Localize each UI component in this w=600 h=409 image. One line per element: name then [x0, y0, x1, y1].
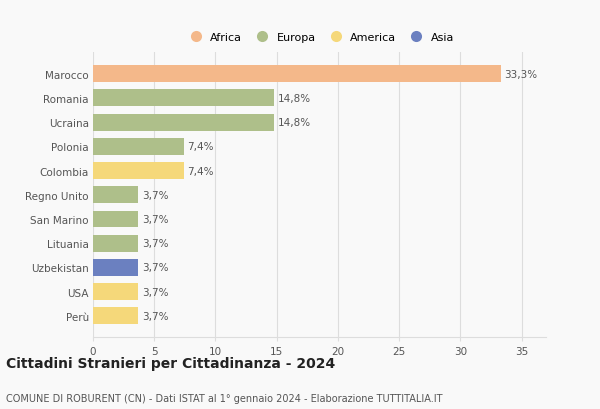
- Bar: [93, 163, 184, 180]
- Bar: [93, 211, 139, 228]
- Bar: [93, 139, 184, 155]
- Bar: [93, 115, 274, 131]
- Text: 3,7%: 3,7%: [142, 311, 169, 321]
- Text: 7,4%: 7,4%: [187, 166, 214, 176]
- Legend: Africa, Europa, America, Asia: Africa, Europa, America, Asia: [182, 30, 457, 45]
- Bar: [93, 283, 139, 300]
- Text: 3,7%: 3,7%: [142, 238, 169, 249]
- Text: Cittadini Stranieri per Cittadinanza - 2024: Cittadini Stranieri per Cittadinanza - 2…: [6, 356, 335, 370]
- Text: 14,8%: 14,8%: [278, 118, 311, 128]
- Bar: [93, 187, 139, 204]
- Bar: [93, 90, 274, 107]
- Text: 7,4%: 7,4%: [187, 142, 214, 152]
- Bar: [93, 259, 139, 276]
- Bar: [93, 235, 139, 252]
- Text: 3,7%: 3,7%: [142, 214, 169, 225]
- Text: 3,7%: 3,7%: [142, 263, 169, 273]
- Text: COMUNE DI ROBURENT (CN) - Dati ISTAT al 1° gennaio 2024 - Elaborazione TUTTITALI: COMUNE DI ROBURENT (CN) - Dati ISTAT al …: [6, 393, 443, 403]
- Bar: [93, 66, 500, 83]
- Bar: [93, 308, 139, 324]
- Text: 14,8%: 14,8%: [278, 94, 311, 104]
- Text: 3,7%: 3,7%: [142, 190, 169, 200]
- Text: 3,7%: 3,7%: [142, 287, 169, 297]
- Text: 33,3%: 33,3%: [505, 70, 538, 79]
